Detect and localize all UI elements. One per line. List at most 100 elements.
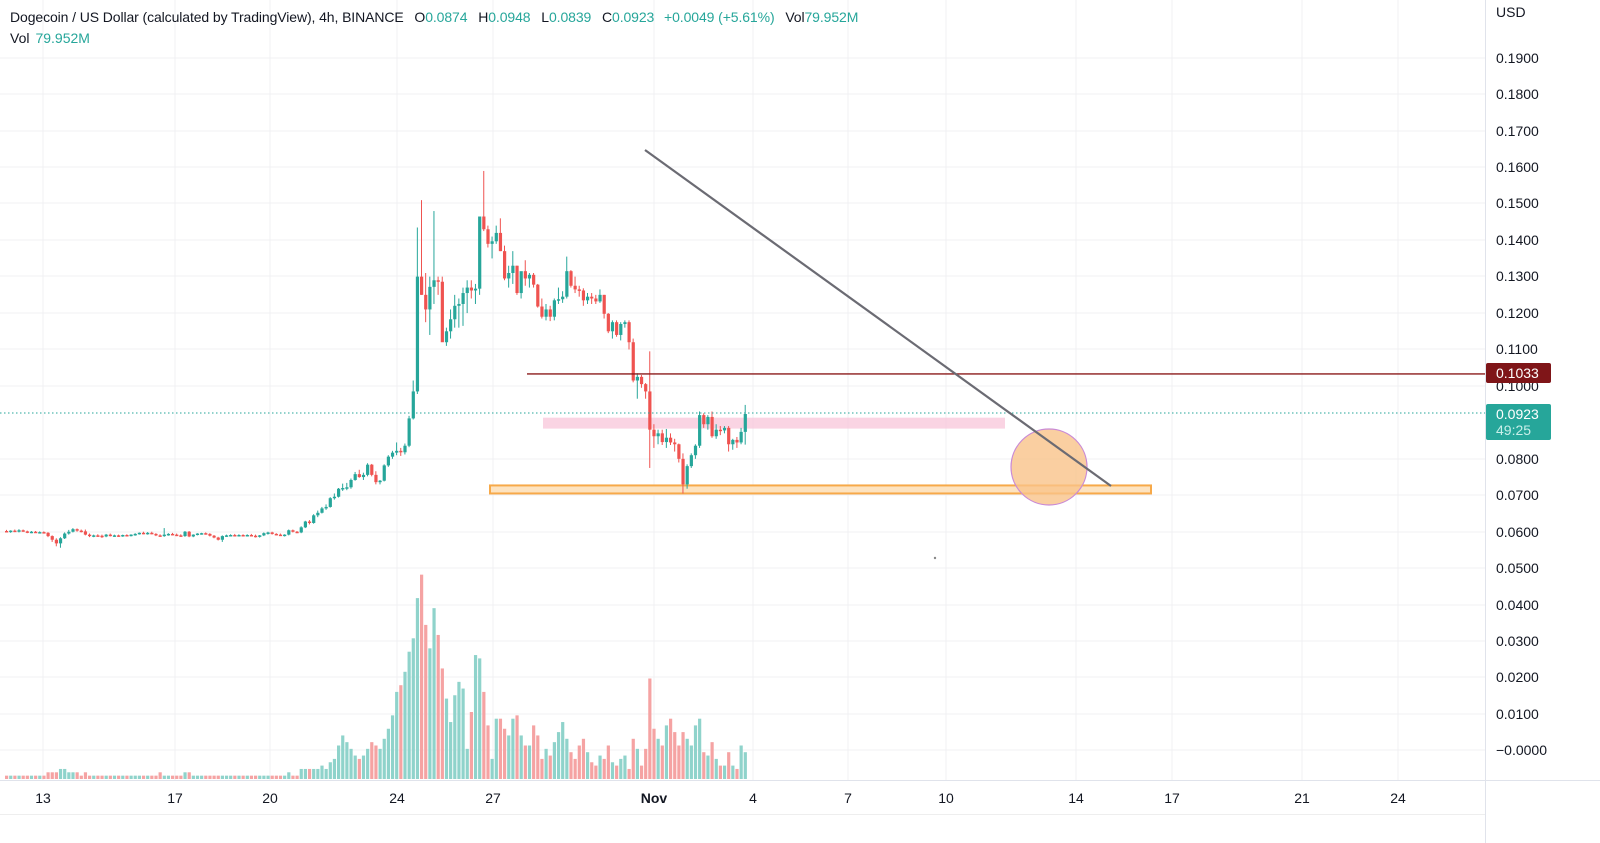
volume-bar — [677, 745, 681, 779]
volume-bar — [544, 748, 548, 779]
candle-body — [424, 294, 428, 310]
volume-bar — [195, 775, 200, 779]
volume-bar — [698, 718, 702, 779]
price-tick-label: 0.0800 — [1496, 451, 1539, 467]
candle-body — [150, 532, 154, 535]
volume-bar — [254, 775, 258, 779]
volume-bar — [478, 658, 482, 779]
drawing-overlays[interactable] — [0, 149, 1485, 560]
volume-bar — [88, 775, 92, 779]
price-tick-label: 0.1900 — [1496, 50, 1539, 66]
candle-body — [689, 455, 693, 467]
symbol-legend: Dogecoin / US Dollar (calculated by Trad… — [10, 9, 858, 25]
candle-body — [104, 534, 108, 537]
candle-body — [224, 535, 229, 537]
candle-body — [25, 531, 29, 533]
candle-body — [5, 530, 9, 533]
candle-body — [54, 539, 58, 544]
candle-body — [13, 530, 17, 533]
volume-bar — [270, 775, 274, 779]
volume-bar — [204, 775, 208, 779]
volume-bar — [324, 768, 328, 779]
volume-bar — [21, 775, 25, 779]
time-tick-label: 14 — [1068, 790, 1084, 806]
candle-body — [731, 439, 735, 445]
price-tick-label: −0.0000 — [1496, 742, 1547, 758]
candle-body — [602, 294, 606, 314]
candle-body — [50, 536, 54, 540]
volume-bar — [403, 671, 407, 779]
volume-bar — [390, 715, 395, 779]
volume-bar — [125, 775, 129, 779]
current-price-tag: 0.0923 49:25 — [1486, 404, 1551, 440]
volume-bar — [104, 775, 108, 779]
currency-label[interactable]: USD — [1496, 4, 1526, 20]
ohlc-open-value: 0.0874 — [425, 9, 468, 25]
descending-trendline — [644, 149, 1112, 487]
candle-body — [108, 534, 112, 537]
volume-bar — [133, 775, 137, 779]
candle-body — [457, 303, 461, 306]
candle-body — [677, 444, 681, 459]
volume-bar — [590, 762, 594, 779]
volume-bar — [548, 755, 552, 779]
candle-body — [469, 287, 473, 291]
candle-body — [158, 535, 162, 537]
candle-body — [137, 532, 141, 535]
volume-bar — [615, 765, 619, 779]
volume-value: 79.952M — [804, 9, 859, 25]
candle-body — [403, 445, 407, 453]
volume-bar — [307, 768, 312, 779]
volume-bar — [395, 691, 399, 779]
candle-body — [341, 487, 345, 490]
candle-body — [573, 285, 577, 290]
candle-body — [96, 535, 100, 537]
volume-bar — [619, 758, 623, 779]
candle-body — [490, 241, 494, 244]
candle-body — [166, 533, 171, 536]
candle-body — [698, 415, 702, 446]
volume-bar — [171, 775, 175, 779]
candle-body — [92, 535, 96, 537]
volume-bar — [685, 738, 689, 779]
candle-body — [204, 533, 208, 535]
candle-body — [473, 288, 478, 291]
price-tick-label: 0.0500 — [1496, 560, 1539, 576]
candle-body — [220, 536, 224, 540]
volume-bar — [71, 772, 75, 779]
candle-body — [386, 456, 390, 466]
volume-bar — [457, 681, 461, 779]
candle-body — [320, 508, 324, 513]
candle-body — [187, 531, 191, 537]
candle-body — [88, 534, 92, 537]
candle-body — [328, 498, 332, 507]
candle-body — [652, 429, 656, 437]
candle-body — [515, 265, 519, 294]
volume-bar — [17, 775, 21, 779]
time-tick-label: 17 — [167, 790, 183, 806]
volume-bar — [237, 775, 241, 779]
candle-body — [146, 532, 150, 535]
volume-bar — [428, 648, 432, 779]
candle-body — [75, 529, 79, 531]
candle-body — [656, 433, 660, 437]
candle-body — [274, 533, 278, 536]
volume-bar — [486, 725, 490, 779]
candle-body — [117, 535, 121, 537]
candle-body — [407, 418, 411, 446]
volume-bar — [527, 745, 532, 779]
volume-bar — [54, 772, 58, 779]
volume-bar — [361, 755, 366, 779]
volume-bar — [63, 768, 67, 779]
volume-bar — [191, 775, 195, 779]
volume-bar — [100, 775, 104, 779]
candle-body — [623, 322, 627, 325]
candle-body — [100, 535, 104, 538]
candle-body — [548, 309, 552, 317]
volume-bar — [727, 752, 731, 779]
candle-body — [498, 232, 503, 252]
candle-body — [195, 533, 200, 536]
candle-body — [83, 531, 88, 535]
candle-body — [382, 465, 386, 481]
